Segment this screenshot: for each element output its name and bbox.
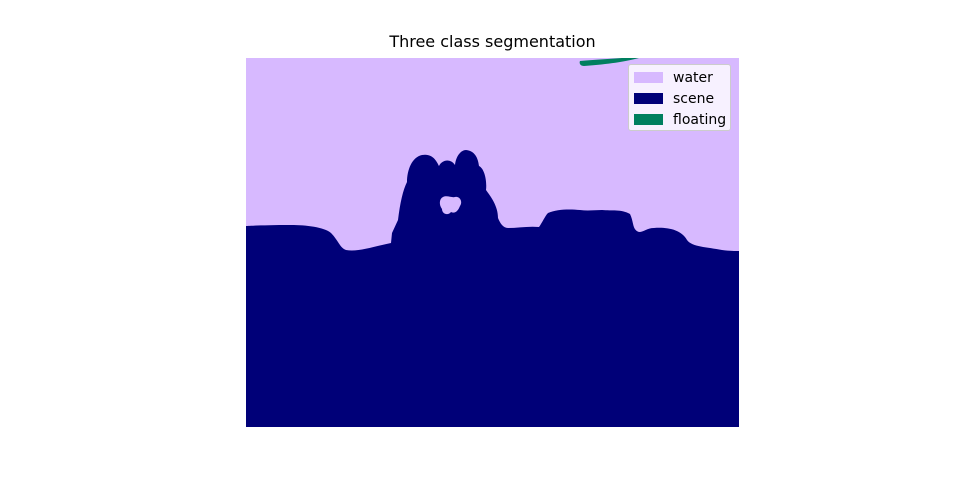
legend-swatch-floating xyxy=(634,114,663,125)
legend-swatch-scene xyxy=(634,93,663,104)
figure-title: Three class segmentation xyxy=(389,32,596,51)
scene-region xyxy=(246,150,739,427)
water-hole xyxy=(439,196,462,215)
legend-item-floating: floating xyxy=(634,109,730,130)
legend-label-scene: scene xyxy=(673,90,715,107)
legend-item-water: water xyxy=(634,67,730,88)
legend-label-water: water xyxy=(673,69,713,86)
legend-item-scene: scene xyxy=(634,88,730,109)
floating-region xyxy=(579,58,639,66)
legend: water scene floating xyxy=(628,64,731,131)
legend-swatch-water xyxy=(634,72,663,83)
legend-label-floating: floating xyxy=(673,111,727,128)
